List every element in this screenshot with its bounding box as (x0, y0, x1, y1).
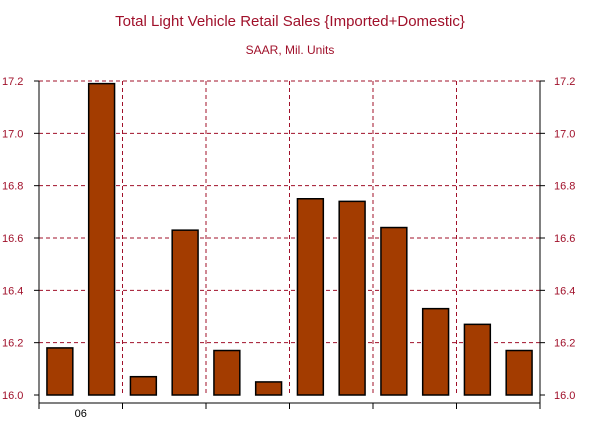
bar (421, 307, 450, 396)
y-tick-label-left: 16.0 (2, 390, 23, 402)
bar (171, 229, 199, 396)
y-tick-label-left: 16.8 (2, 181, 23, 193)
bar (254, 381, 283, 396)
bar (380, 226, 408, 396)
y-tick-label-right: 17.2 (554, 76, 575, 88)
y-tick-label-left: 17.0 (2, 128, 23, 140)
bar (296, 198, 325, 396)
tick-labels: 16.0 16.0 16.2 16.2 16.4 16.4 16.6 16.6 16.8 16.8… (2, 76, 575, 420)
chart-title: Total Light Vehicle Retail Sales {Import… (115, 13, 465, 30)
bar (505, 349, 533, 396)
y-tick-label-right: 17.0 (554, 128, 575, 140)
y-tick-label-right: 16.0 (554, 390, 575, 402)
y-tick-label-left: 16.2 (2, 338, 23, 350)
grid (39, 80, 540, 395)
bar (338, 200, 366, 396)
bar (213, 349, 241, 396)
y-tick-label-left: 16.4 (2, 285, 23, 297)
axes (34, 80, 545, 409)
bar (129, 375, 158, 396)
y-tick-label-right: 16.4 (554, 285, 575, 297)
bars (46, 82, 533, 396)
y-tick-label-right: 16.6 (554, 233, 575, 245)
chart-subtitle: SAAR, Mil. Units (246, 43, 335, 57)
x-tick-label: 06 (75, 408, 87, 420)
y-tick-label-right: 16.2 (554, 338, 575, 350)
y-tick-label-left: 17.2 (2, 76, 23, 88)
y-tick-label-left: 16.6 (2, 233, 23, 245)
bar (463, 323, 492, 396)
bar (46, 347, 74, 396)
y-tick-label-right: 16.8 (554, 181, 575, 193)
bar (87, 82, 116, 396)
